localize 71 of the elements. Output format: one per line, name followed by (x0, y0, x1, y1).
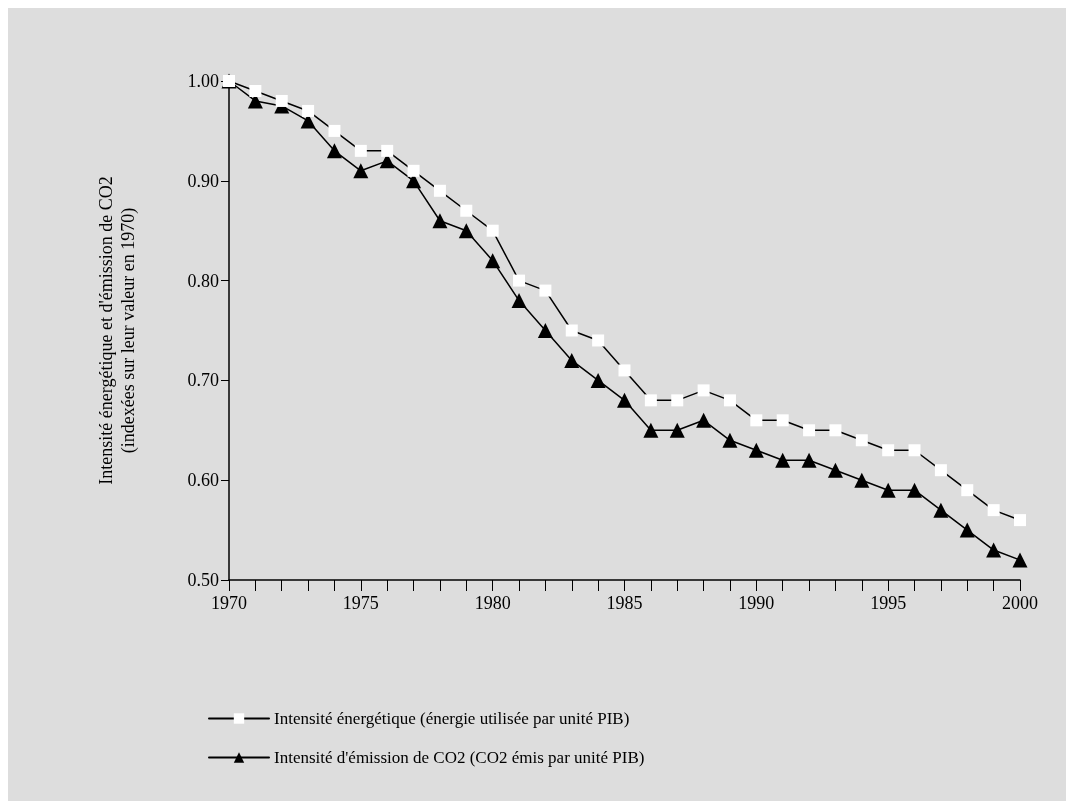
point (511, 293, 527, 309)
point (644, 394, 657, 407)
point (353, 163, 369, 179)
x-tick-label: 1975 (342, 593, 379, 613)
point (432, 213, 448, 229)
x-tick-label: 1970 (211, 593, 247, 613)
point (961, 484, 974, 497)
point (565, 324, 578, 337)
y-tick-label: 0.70 (187, 370, 219, 391)
point (643, 422, 659, 438)
point (959, 522, 975, 538)
point (855, 434, 868, 447)
point (776, 414, 789, 427)
point (908, 444, 921, 457)
point (775, 452, 791, 468)
point (302, 104, 315, 117)
point (590, 372, 606, 388)
point (803, 424, 816, 437)
point (1014, 514, 1026, 527)
point (986, 542, 1002, 558)
point (564, 352, 580, 368)
x-tick-label: 1990 (738, 593, 775, 613)
point (987, 504, 1000, 517)
point (592, 334, 605, 347)
x-tick-label: 2000 (1002, 593, 1038, 613)
point (381, 144, 394, 157)
point (723, 394, 736, 407)
point (275, 94, 288, 107)
point (722, 432, 738, 448)
y-tick-label: 0.50 (187, 570, 219, 590)
point (671, 394, 684, 407)
point (458, 223, 474, 239)
x-tick-label: 1995 (870, 593, 907, 613)
point (354, 144, 367, 157)
point (513, 274, 526, 287)
point (485, 253, 501, 269)
legend-label: Intensité énergétique (énergie utilisée par unité PIB) (274, 709, 630, 728)
point (882, 444, 895, 457)
point (486, 224, 499, 237)
point (827, 462, 843, 478)
point (934, 464, 947, 477)
point (854, 472, 870, 488)
x-tick-label: 1985 (606, 593, 643, 613)
point (801, 452, 817, 468)
point (669, 422, 685, 438)
point (249, 84, 262, 97)
point (829, 424, 842, 437)
point (880, 482, 896, 498)
point (748, 442, 764, 458)
point (460, 204, 473, 217)
point (617, 392, 632, 408)
point (618, 364, 631, 377)
y-tick-label: 0.90 (187, 170, 219, 191)
y-tick-label: 1.00 (187, 71, 219, 91)
point (539, 284, 552, 297)
point (907, 482, 923, 498)
y-axis-title: Intensité énergétique et d'émission de CO2 (indexées sur leur valeur en 1970) (96, 176, 139, 485)
point (933, 502, 949, 518)
point (326, 143, 342, 159)
y-tick-label: 0.80 (187, 270, 219, 291)
point (750, 414, 763, 427)
point (407, 164, 420, 177)
point (696, 412, 712, 428)
point (433, 184, 446, 197)
point (1012, 552, 1028, 568)
legend-label: Intensité d'émission de CO2 (CO2 émis par unité PIB) (274, 748, 645, 767)
point (328, 124, 341, 137)
point (697, 384, 710, 397)
x-tick-label: 1980 (474, 593, 511, 613)
point (537, 323, 553, 338)
y-tick-label: 0.60 (187, 470, 219, 491)
